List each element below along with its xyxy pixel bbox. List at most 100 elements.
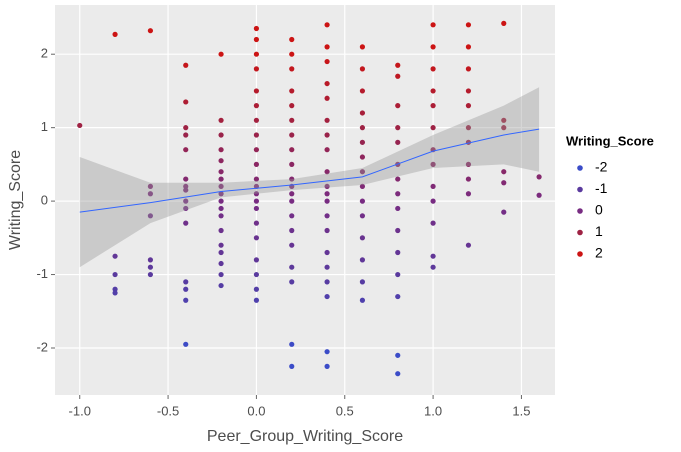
point: [430, 183, 436, 190]
point: [218, 132, 224, 138]
point: [324, 264, 330, 270]
point: [253, 66, 260, 72]
point: [253, 51, 260, 57]
point: [253, 198, 260, 204]
point: [253, 220, 260, 226]
point: [430, 198, 436, 204]
point: [324, 147, 330, 153]
point: [112, 271, 118, 278]
point: [395, 73, 401, 79]
legend-label: 0: [595, 202, 603, 218]
point: [289, 147, 295, 153]
point: [324, 117, 330, 123]
point: [395, 191, 401, 197]
point: [183, 99, 189, 105]
point: [253, 88, 260, 94]
point: [501, 209, 507, 215]
point: [218, 213, 224, 219]
point: [183, 220, 189, 226]
point: [289, 227, 295, 234]
point: [465, 88, 472, 94]
point: [183, 198, 189, 204]
point: [289, 242, 295, 248]
point: [218, 242, 224, 248]
point: [289, 213, 295, 219]
point: [289, 51, 295, 57]
point: [395, 249, 401, 256]
point: [359, 44, 366, 50]
point: [324, 58, 330, 65]
point: [430, 88, 436, 94]
point: [112, 286, 118, 292]
point: [395, 205, 401, 212]
point: [253, 205, 260, 212]
point: [289, 176, 295, 182]
point: [147, 257, 154, 263]
point: [183, 132, 189, 138]
point: [359, 154, 366, 160]
point: [183, 286, 189, 292]
point: [324, 132, 330, 138]
point: [359, 198, 366, 204]
x-tick-label: 0.5: [336, 403, 354, 418]
plot-background: [55, 5, 555, 395]
point: [465, 191, 472, 197]
legend-label: -2: [595, 159, 608, 175]
point: [395, 271, 401, 278]
point: [324, 227, 330, 234]
point: [218, 227, 224, 234]
point: [536, 192, 542, 198]
point: [501, 117, 507, 123]
point: [112, 31, 118, 37]
y-tick-label: -2: [36, 339, 48, 354]
point: [395, 371, 401, 377]
point: [359, 139, 366, 145]
point: [465, 125, 472, 131]
point: [395, 62, 401, 68]
point: [465, 242, 472, 248]
point: [465, 103, 472, 109]
point: [289, 279, 295, 285]
x-tick-label: 1.0: [424, 403, 442, 418]
point: [183, 279, 189, 285]
point: [218, 51, 224, 57]
point: [147, 183, 154, 190]
point: [253, 297, 260, 303]
point: [395, 176, 401, 182]
point: [501, 169, 507, 175]
point: [501, 125, 507, 131]
point: [395, 293, 401, 300]
point: [430, 103, 436, 109]
legend-key: [577, 186, 583, 193]
point: [218, 158, 224, 164]
x-axis-title: Peer_Group_Writing_Score: [207, 428, 403, 445]
point: [112, 253, 118, 259]
point: [501, 180, 507, 186]
point: [147, 191, 154, 197]
point: [253, 235, 260, 241]
legend-label: -1: [595, 180, 608, 196]
point: [253, 132, 260, 138]
point: [289, 103, 295, 109]
point: [324, 213, 330, 219]
point: [183, 147, 189, 153]
point: [289, 66, 295, 72]
x-tick-label: 0.0: [247, 403, 265, 418]
point: [430, 44, 436, 50]
x-tick-label: -1.0: [69, 403, 91, 418]
point: [289, 363, 295, 369]
y-tick-label: 2: [41, 46, 48, 61]
point: [395, 352, 401, 358]
point: [359, 125, 366, 131]
point: [465, 66, 472, 72]
point: [183, 187, 189, 193]
point: [359, 279, 366, 285]
point: [430, 220, 436, 226]
point: [324, 363, 330, 369]
legend-label: 1: [595, 223, 603, 239]
point: [253, 25, 260, 32]
point: [465, 176, 472, 182]
point: [395, 139, 401, 145]
